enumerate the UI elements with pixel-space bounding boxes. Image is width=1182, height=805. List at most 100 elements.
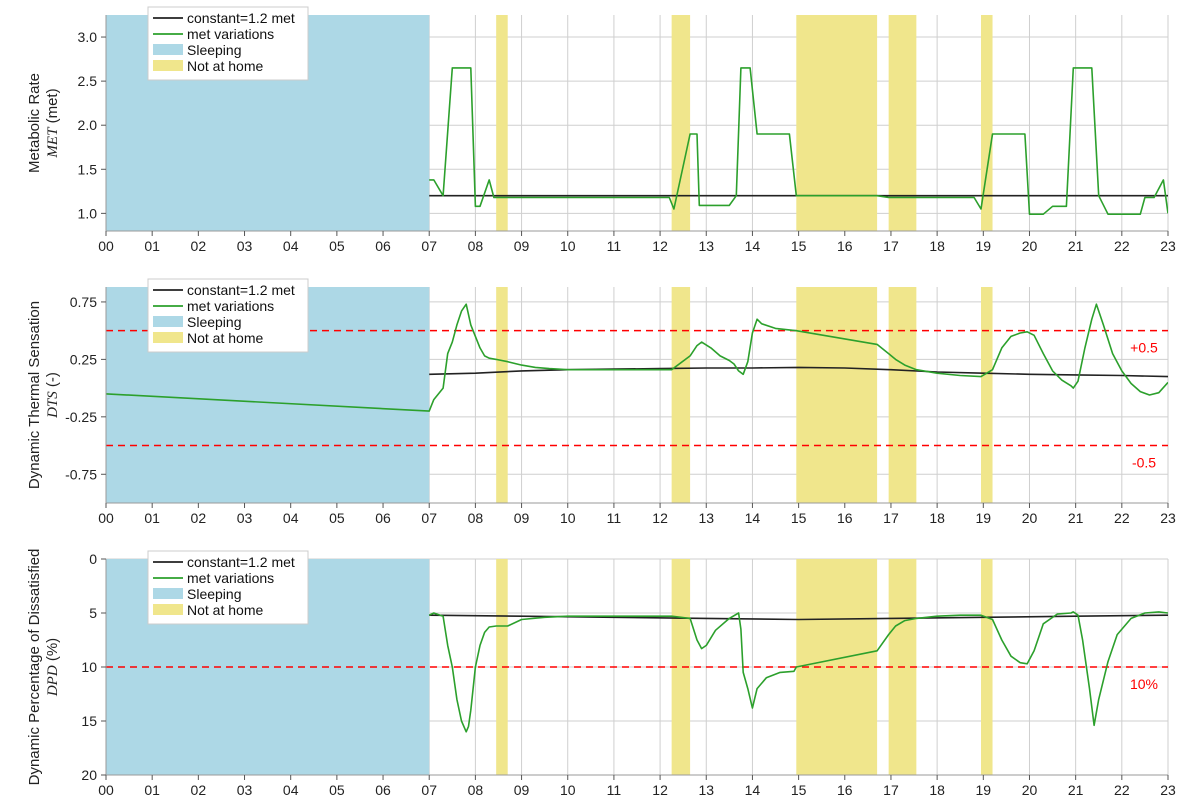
legend-swatch-sleeping	[153, 316, 183, 327]
x-tick-label: 19	[976, 510, 992, 526]
x-tick-label: 23	[1160, 238, 1176, 254]
x-tick-label: 01	[144, 510, 160, 526]
series-met-variations-line	[428, 611, 1168, 733]
x-tick-label: 07	[421, 782, 437, 798]
not-at-home-span	[796, 15, 878, 231]
y-tick-label: -0.75	[65, 466, 97, 482]
y-axis-label: Metabolic Rate	[26, 73, 43, 173]
x-tick-label: 09	[514, 510, 530, 526]
panel-dynamic-thermal-sensation: +0.5 -0.5 00 01 02 03 04 05 06 07 08 09 10 11 12 13 14 15…	[26, 278, 1176, 526]
panel-metabolic-rate: 00 01 02 03 04 05 06 07 08 09 10 11 12 13 14 15 16 17 18 19…	[26, 6, 1176, 254]
x-tick-label: 17	[883, 238, 899, 254]
x-tick-label: 22	[1114, 238, 1130, 254]
x-tick-label: 08	[468, 782, 484, 798]
legend-swatch-not-at-home	[153, 604, 183, 615]
not-at-home-span	[796, 287, 878, 503]
y-tick-label: 20	[81, 767, 97, 783]
legend-swatch-sleeping	[153, 588, 183, 599]
series-lines	[428, 611, 1168, 733]
legend-label: met variations	[187, 570, 274, 586]
x-tick-label: 11	[607, 510, 622, 526]
x-tick-label: 04	[283, 238, 299, 254]
x-tick-label: 04	[283, 510, 299, 526]
x-tick-label: 06	[375, 238, 391, 254]
x-tick-label: 19	[976, 782, 992, 798]
threshold-label: -0.5	[1132, 455, 1156, 471]
x-tick-label: 00	[98, 510, 114, 526]
x-tick-label: 03	[237, 782, 253, 798]
x-tick-label: 17	[883, 510, 899, 526]
legend-label: Sleeping	[187, 586, 242, 602]
x-tick-label: 02	[191, 782, 207, 798]
x-tick-label: 17	[883, 782, 899, 798]
x-tick-label: 16	[837, 510, 853, 526]
x-tick-label: 06	[375, 510, 391, 526]
y-tick-label: 0.25	[70, 351, 97, 367]
x-tick-label: 14	[745, 510, 761, 526]
y-tick-label: 5	[89, 605, 97, 621]
series-met-variations-line	[106, 303, 1168, 412]
x-tick-label: 12	[652, 238, 668, 254]
x-tick-label: 18	[929, 510, 945, 526]
y-axis-label-symbol: DPD (%)	[44, 638, 61, 697]
series-constant-line	[429, 366, 1168, 378]
legend-label: Not at home	[187, 330, 263, 346]
x-tick-label: 10	[560, 510, 576, 526]
x-tick-label: 12	[652, 510, 668, 526]
legend-label: met variations	[187, 26, 274, 42]
x-tick-label: 18	[929, 238, 945, 254]
series-lines	[106, 303, 1168, 412]
legend-label: constant=1.2 met	[187, 282, 295, 298]
x-tick-label: 05	[329, 782, 345, 798]
y-axis-label-symbol: DTS (-)	[44, 372, 61, 419]
y-axis-unit: (met)	[44, 88, 61, 127]
y-axis-unit: (%)	[44, 638, 61, 666]
y-axis-symbol: MET	[45, 126, 61, 159]
x-tick-label: 21	[1068, 238, 1084, 254]
not-at-home-span	[671, 287, 691, 503]
not-at-home-span	[671, 15, 691, 231]
legend-swatch-sleeping	[153, 44, 183, 55]
x-tick-label: 21	[1068, 510, 1084, 526]
x-tick-label: 08	[468, 238, 484, 254]
x-tick-label: 13	[698, 782, 714, 798]
y-tick-label: 10	[81, 659, 97, 675]
x-tick-label: 06	[375, 782, 391, 798]
not-at-home-span	[496, 559, 508, 775]
x-tick-label: 18	[929, 782, 945, 798]
x-tick-label: 02	[191, 510, 207, 526]
x-tick-label: 21	[1068, 782, 1084, 798]
not-at-home-span	[496, 287, 508, 503]
x-tick-label: 22	[1114, 782, 1130, 798]
x-tick-label: 11	[607, 782, 622, 798]
x-tick-label: 11	[607, 238, 622, 254]
x-tick-label: 15	[791, 510, 807, 526]
x-tick-label: 22	[1114, 510, 1130, 526]
not-at-home-span	[671, 559, 691, 775]
y-axis-label: Dynamic Percentage of Dissatisfied	[26, 549, 43, 786]
x-tick-label: 01	[144, 238, 160, 254]
not-at-home-span	[980, 15, 993, 231]
not-at-home-span	[496, 15, 508, 231]
x-tick-label: 16	[837, 238, 853, 254]
x-tick-label: 14	[745, 238, 761, 254]
x-tick-label: 07	[421, 510, 437, 526]
y-axis-symbol: DPD	[45, 665, 61, 697]
x-tick-label: 19	[976, 238, 992, 254]
y-tick-label: 1.5	[78, 161, 98, 177]
x-tick-label: 00	[98, 238, 114, 254]
legend-label: Not at home	[187, 58, 263, 74]
not-at-home-span	[888, 15, 917, 231]
x-tick-label: 03	[237, 238, 253, 254]
x-tick-label: 09	[514, 238, 530, 254]
y-tick-label: 15	[81, 713, 97, 729]
x-tick-label: 00	[98, 782, 114, 798]
threshold-label: +0.5	[1130, 340, 1158, 356]
panel-dynamic-percentage-dissatisfied: 10%00 01 02 03 04 05 06 07 08 09 10 11 12 13 14 15 16 17 1…	[26, 549, 1176, 798]
y-axis-unit: (-)	[44, 372, 61, 391]
x-tick-label: 05	[329, 238, 345, 254]
x-tick-label: 15	[791, 238, 807, 254]
y-tick-label: 2.0	[78, 117, 98, 133]
